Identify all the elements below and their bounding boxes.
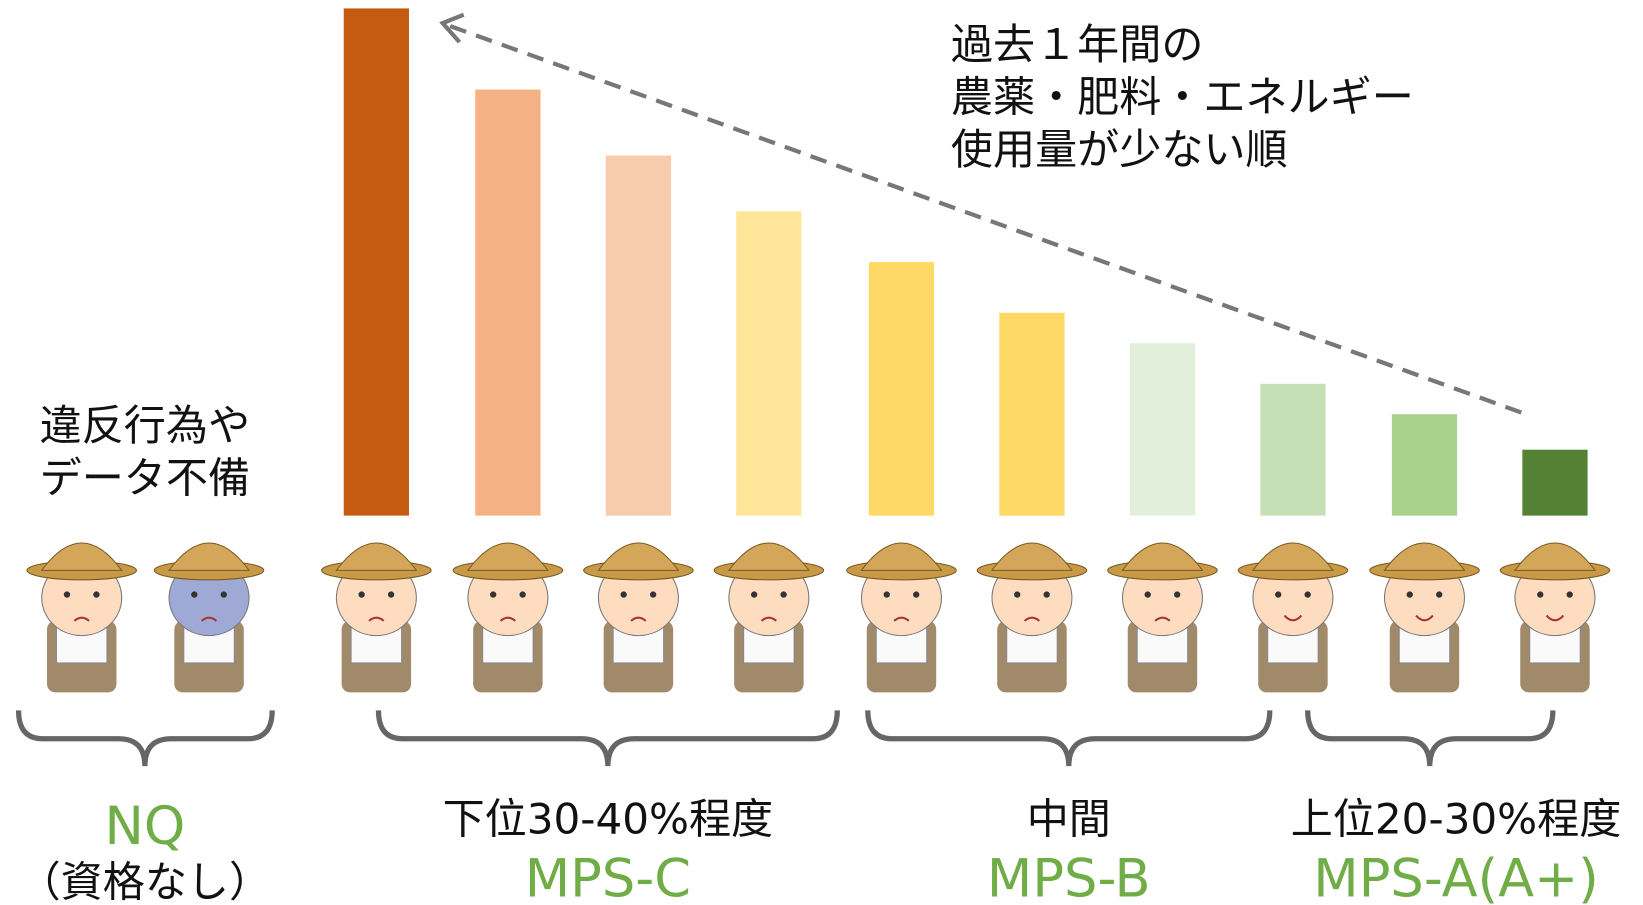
bar (1391, 414, 1458, 516)
mouth (73, 616, 90, 622)
eye (1275, 591, 1282, 598)
bar (1522, 449, 1588, 516)
farmers (26, 542, 1611, 693)
eye (1043, 591, 1050, 598)
group-sub: （資格なし） (19, 858, 271, 905)
nq-note: データ不備 (40, 453, 250, 502)
eye (1304, 591, 1311, 598)
farmer-icon (1107, 542, 1218, 693)
eye (750, 591, 758, 598)
eye (1436, 591, 1443, 598)
eye (1537, 591, 1544, 598)
mouth (630, 616, 647, 622)
mouth (1283, 614, 1303, 622)
group-range: 上位20-30%程度 (1291, 794, 1622, 843)
bar (605, 155, 672, 516)
hat (597, 542, 680, 571)
bar (343, 8, 409, 516)
farmer-icon (1369, 542, 1480, 693)
annotation: 農薬・肥料・エネルギー (951, 73, 1414, 122)
eye (1406, 591, 1413, 598)
group-name: NQ (104, 796, 185, 857)
hat (990, 542, 1073, 571)
mouth (499, 616, 516, 622)
mouth (760, 616, 777, 622)
eye (490, 591, 497, 598)
eye (1566, 591, 1573, 598)
bar (736, 211, 802, 516)
eye (63, 591, 71, 598)
bar (1129, 343, 1196, 516)
annotation: 過去１年間の (951, 20, 1203, 69)
group-range: 下位30-40%程度 (443, 794, 774, 843)
bar (475, 89, 541, 516)
mouth (1545, 614, 1565, 622)
farmer-icon (976, 542, 1088, 693)
eye (1174, 591, 1181, 598)
arrow-head (439, 12, 465, 44)
hat (40, 542, 123, 571)
bars (343, 8, 1588, 516)
farmer-icon (26, 542, 137, 693)
bar (999, 312, 1065, 516)
bar (868, 262, 935, 516)
eye (358, 591, 365, 598)
hat (1121, 542, 1204, 571)
farmer-icon (583, 542, 694, 693)
farmer-icon (713, 542, 825, 693)
eye (191, 591, 198, 598)
hat (168, 542, 251, 571)
mouth (1415, 614, 1434, 622)
eye (913, 591, 920, 598)
mouth (1023, 616, 1041, 622)
hat (1513, 542, 1596, 571)
hat (727, 542, 810, 571)
eye (1014, 591, 1021, 598)
hat (466, 542, 549, 571)
farmer-icon (1237, 542, 1349, 693)
annotation: 使用量が少ない順 (951, 125, 1288, 174)
farmer-icon (1499, 542, 1611, 693)
eye (220, 591, 227, 598)
eye (649, 591, 657, 598)
farmer-icon (846, 542, 957, 693)
hat (860, 542, 943, 571)
hat (335, 542, 418, 571)
group-name: MPS-B (987, 849, 1151, 905)
eye (93, 591, 100, 598)
braces (15, 710, 1556, 767)
nq-note: 違反行為や (40, 401, 250, 450)
farmer-icon (321, 542, 432, 693)
eye (780, 591, 787, 598)
farmer-icon (153, 542, 265, 693)
eye (1144, 591, 1151, 598)
mouth (893, 616, 910, 622)
group-name: MPS-C (525, 849, 691, 905)
eye (620, 591, 627, 598)
group-name: MPS-A(A+) (1313, 849, 1598, 905)
bar (1260, 383, 1326, 516)
mouth (200, 616, 218, 622)
eye (883, 591, 890, 598)
eye (519, 591, 526, 598)
mouth (1154, 616, 1171, 622)
hat (1383, 542, 1466, 571)
group-range: 中間 (1027, 794, 1111, 843)
hat (1251, 542, 1334, 571)
farmer-icon (452, 542, 564, 693)
eye (387, 591, 395, 598)
mouth (368, 616, 385, 622)
